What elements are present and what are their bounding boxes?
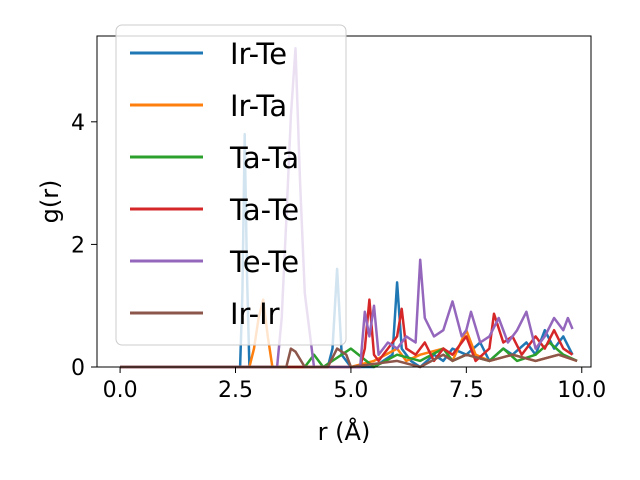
y-ticks: 0 2 4 xyxy=(71,111,97,381)
legend-label: Ta-Ta xyxy=(229,141,299,175)
x-tick-label: 2.5 xyxy=(218,378,253,403)
x-ticks: 0.0 2.5 5.0 7.5 10.0 xyxy=(103,367,606,403)
legend-label: Ir-Ir xyxy=(230,297,280,331)
x-axis-label: r (Å) xyxy=(318,417,371,446)
x-tick-label: 0.0 xyxy=(103,378,138,403)
series-line-ir-ir xyxy=(120,347,578,369)
legend-label: Ta-Te xyxy=(229,193,299,227)
y-tick-label: 4 xyxy=(71,111,85,136)
legend: Ir-Te Ir-Ta Ta-Ta Ta-Te Te-Te Ir-Ir xyxy=(115,24,347,346)
x-tick-label: 7.5 xyxy=(449,378,484,403)
y-axis-label: g(r) xyxy=(36,180,64,224)
legend-label: Ir-Te xyxy=(230,37,287,71)
series-line-ta-te xyxy=(120,298,574,369)
legend-label: Te-Te xyxy=(229,245,299,279)
x-tick-label: 5.0 xyxy=(333,378,368,403)
legend-label: Ir-Ta xyxy=(230,89,287,123)
y-tick-label: 0 xyxy=(71,356,85,381)
series-line-ta-ta xyxy=(120,341,578,369)
x-tick-label: 10.0 xyxy=(557,378,606,403)
y-tick-label: 2 xyxy=(71,233,85,258)
